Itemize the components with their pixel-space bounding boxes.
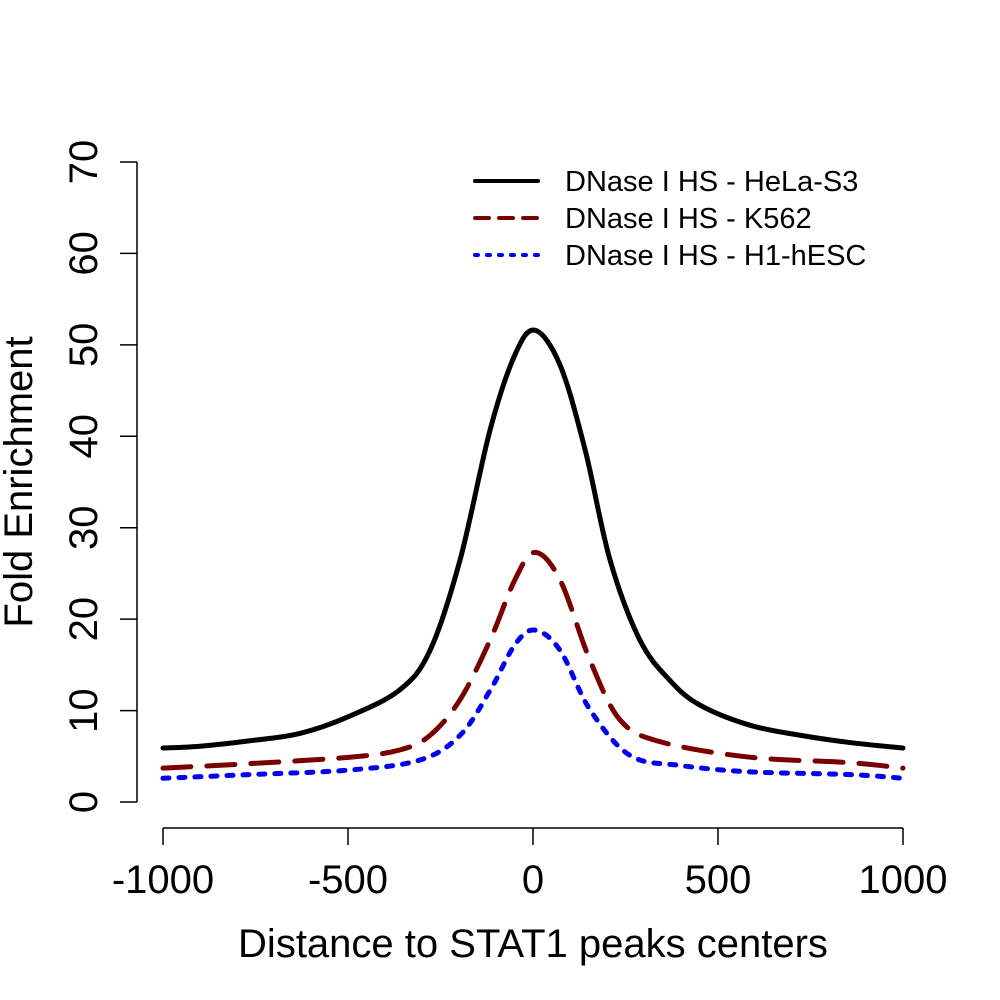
y-tick-label: 40 [62, 414, 106, 459]
y-tick-label: 30 [62, 505, 106, 550]
y-axis-title: Fold Enrichment [0, 336, 41, 627]
y-axis: 0 10 20 30 40 50 60 70 [62, 140, 138, 813]
x-tick-label: 500 [685, 858, 752, 902]
x-tick-label: -1000 [112, 858, 214, 902]
legend-label-1: DNase I HS - K562 [565, 203, 812, 235]
legend-label-2: DNase I HS - H1-hESC [565, 240, 866, 272]
series-line-1 [160, 549, 906, 771]
y-tick-label: 70 [62, 140, 106, 185]
x-tick-label: -500 [308, 858, 388, 902]
y-tick-label: 50 [62, 323, 106, 368]
x-axis-title: Distance to STAT1 peaks centers [238, 922, 828, 966]
y-tick-label: 60 [62, 231, 106, 276]
y-tick-label: 10 [62, 688, 106, 733]
x-tick-label: 0 [522, 858, 544, 902]
legend: DNase I HS - HeLa-S3 DNase I HS - K562 DNa… [473, 166, 866, 272]
series-layer [160, 327, 906, 781]
series-line-2 [160, 627, 906, 781]
series-line-0 [160, 327, 906, 751]
y-tick-label: 0 [62, 791, 106, 813]
x-tick-label: 1000 [859, 858, 948, 902]
y-tick-label: 20 [62, 597, 106, 642]
legend-label-0: DNase I HS - HeLa-S3 [565, 166, 858, 198]
x-axis: -1000 -500 0 500 1000 [112, 827, 948, 902]
